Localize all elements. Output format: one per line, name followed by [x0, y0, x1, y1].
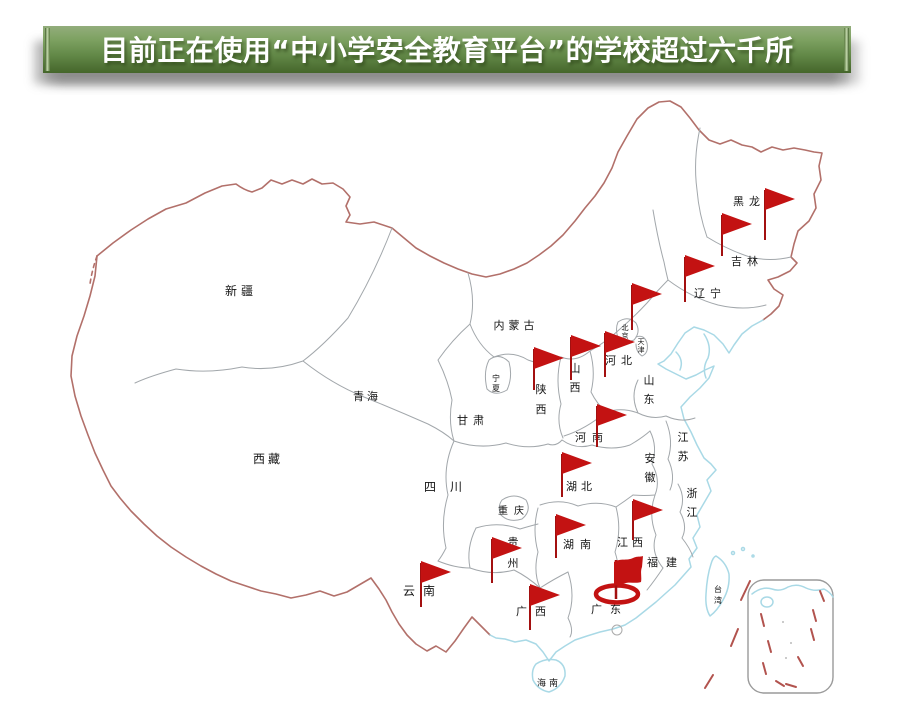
banner-bevel-left [45, 28, 50, 71]
islet-dot [740, 546, 746, 552]
taiwan-island [705, 555, 730, 617]
label-jilin: 吉林 [731, 254, 763, 268]
flag-hebei [604, 331, 635, 377]
flag-yunnan [420, 561, 451, 607]
school-flags [420, 188, 795, 630]
flag-guizhou [491, 537, 522, 583]
label-shandong: 山东 [644, 374, 655, 406]
label-anhui: 安徽 [645, 451, 656, 484]
flag-henan [596, 404, 627, 447]
islet-dot [751, 554, 755, 558]
page-title: 目前正在使用“中小学安全教育平台”的学校超过六千所 [100, 34, 794, 67]
label-guizhou: 贵州 [508, 536, 519, 570]
flag-shaanxi [533, 347, 564, 390]
label-ningxia: 宁夏 [492, 373, 500, 393]
bohai-water [675, 333, 711, 379]
coastline [489, 319, 764, 662]
label-zhejiang: 浙江 [687, 487, 698, 519]
flag-jiangxi-north [632, 499, 663, 540]
label-yunnan: 云南 [403, 583, 443, 598]
label-tianjin: 天津 [638, 338, 645, 354]
label-jiangsu: 江苏 [678, 431, 689, 463]
label-liaoning: 辽宁 [694, 286, 726, 300]
national-border-north [96, 100, 823, 321]
national-border-dashed-west [89, 255, 98, 285]
nine-dash-outside [704, 580, 751, 689]
label-guangxi: 广西 [516, 605, 554, 618]
label-sichuan: 四川 [424, 480, 476, 494]
label-jiangxi: 江西 [617, 536, 647, 549]
national-border-south [70, 255, 491, 653]
flag-hunan [555, 514, 586, 558]
islet-dot [730, 550, 736, 556]
flag-heilongjiang-west [721, 213, 752, 256]
title-banner: 目前正在使用“中小学安全教育平台”的学校超过六千所 [43, 26, 851, 73]
label-gansu: 甘肃 [457, 414, 489, 427]
label-chongqing: 重庆 [498, 504, 530, 517]
flag-jilin [684, 255, 715, 302]
label-beijing: 北京 [622, 324, 629, 340]
label-hebei: 河北 [605, 354, 637, 367]
label-xizang: 西藏 [253, 452, 283, 466]
label-guangdong: 广东 [591, 603, 629, 616]
label-neimenggu: 内蒙古 [494, 318, 539, 332]
flag-liaoning [631, 283, 662, 330]
pearl-delta-circle [611, 624, 623, 636]
label-fujian: 福建 [647, 555, 685, 569]
flag-heilongjiang-east [764, 188, 795, 240]
label-shanxi: 山西 [570, 362, 581, 394]
label-henan: 河南 [575, 431, 609, 444]
label-hubei: 湖北 [566, 480, 596, 493]
south-china-sea-inset [747, 579, 834, 694]
label-shaanxi: 陕西 [536, 382, 547, 416]
flag-guangdong [593, 556, 643, 605]
label-hainan: 海南 [537, 677, 561, 689]
flag-guangxi [529, 584, 560, 630]
banner-bevel-right [844, 28, 849, 71]
label-heilongjiang: 黑龙 [733, 195, 765, 208]
label-hunan: 湖南 [563, 538, 597, 551]
hainan-island [531, 658, 566, 693]
province-borders [134, 127, 792, 638]
label-xinjiang: 新疆 [225, 283, 257, 298]
label-taiwan: 台湾 [714, 584, 722, 605]
flag-hubei [561, 452, 592, 497]
flag-shanxi [570, 335, 601, 380]
label-qinghai: 青海 [353, 389, 381, 403]
